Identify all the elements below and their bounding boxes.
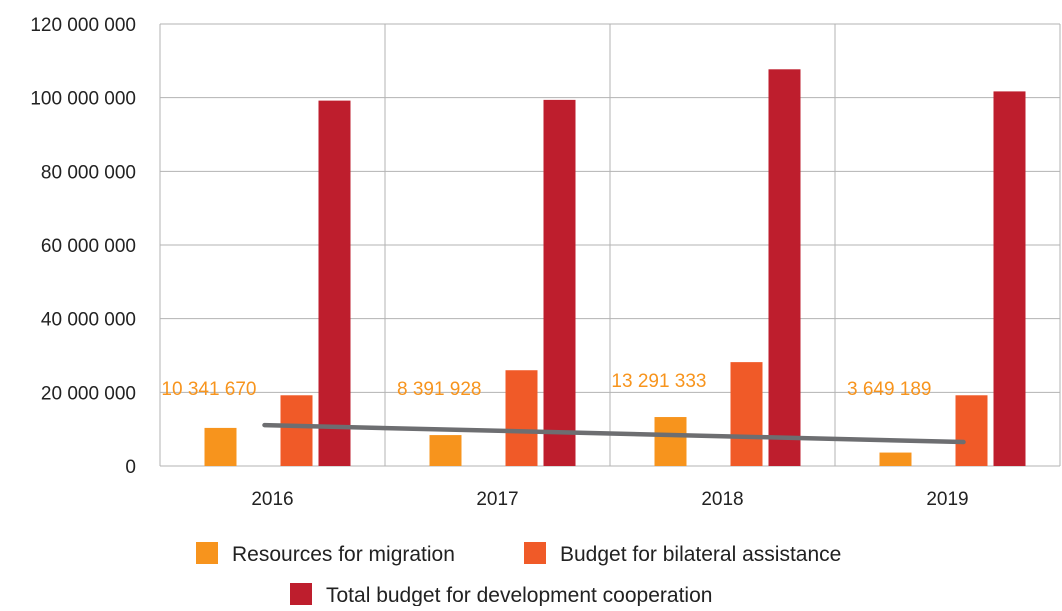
- x-tick-label: 2016: [251, 489, 293, 510]
- bar-total-budget-for-development-cooperation: [543, 99, 576, 467]
- y-tick-label: 0: [125, 457, 136, 478]
- bar-total-budget-for-development-cooperation: [318, 100, 351, 466]
- legend-swatch: [290, 583, 312, 605]
- y-tick-label: 40 000 000: [41, 310, 136, 331]
- y-tick-label: 100 000 000: [30, 89, 136, 110]
- legend-swatch: [524, 542, 546, 564]
- y-tick-label: 20 000 000: [41, 383, 136, 404]
- bar-resources-for-migration: [654, 417, 687, 466]
- data-label: 3 649 189: [847, 379, 932, 400]
- legend-label: Total budget for development cooperation: [326, 584, 712, 606]
- bar-resources-for-migration: [879, 452, 912, 466]
- trendline: [262, 422, 966, 445]
- x-tick-label: 2017: [476, 489, 518, 510]
- x-tick-label: 2019: [926, 489, 968, 510]
- data-label: 10 341 670: [161, 379, 256, 400]
- x-tick-label: 2018: [701, 489, 743, 510]
- legend-label: Budget for bilateral assistance: [560, 543, 841, 566]
- bar-budget-for-bilateral-assistance: [955, 395, 988, 466]
- bar-total-budget-for-development-cooperation: [993, 91, 1026, 466]
- bar-budget-for-bilateral-assistance: [730, 362, 763, 466]
- bar-budget-for-bilateral-assistance: [505, 370, 538, 466]
- legend-swatch: [196, 542, 218, 564]
- data-label: 8 391 928: [397, 379, 482, 400]
- legend-label: Resources for migration: [232, 543, 455, 566]
- bar-resources-for-migration: [429, 435, 462, 466]
- y-tick-label: 80 000 000: [41, 162, 136, 183]
- bar-budget-for-bilateral-assistance: [280, 395, 313, 466]
- data-label: 13 291 333: [611, 371, 706, 392]
- bar-resources-for-migration: [204, 427, 237, 466]
- y-tick-label: 60 000 000: [41, 236, 136, 257]
- y-tick-label: 120 000 000: [30, 15, 136, 36]
- bar-total-budget-for-development-cooperation: [768, 69, 801, 467]
